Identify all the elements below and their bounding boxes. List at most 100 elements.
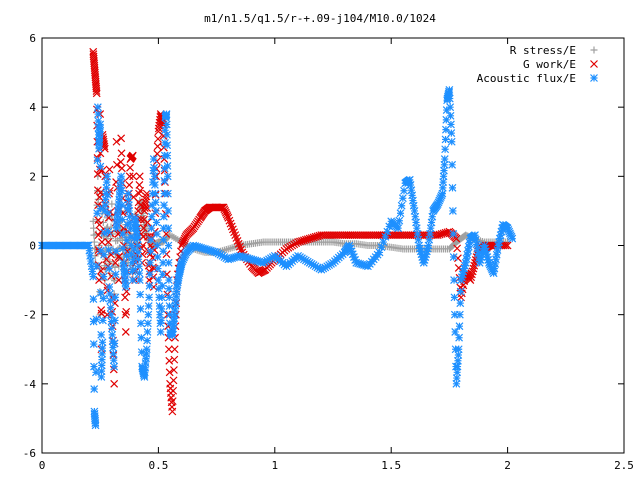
data-point (142, 345, 151, 354)
data-point (136, 304, 145, 313)
data-point (97, 372, 106, 381)
data-point (85, 246, 94, 255)
data-point (140, 368, 149, 377)
data-point (129, 255, 138, 264)
data-point (118, 230, 127, 238)
data-point (95, 128, 104, 137)
data-point (467, 273, 476, 282)
data-point (134, 248, 143, 257)
data-point (169, 366, 178, 374)
data-point (97, 288, 105, 297)
data-point (107, 310, 115, 319)
data-point (87, 262, 96, 271)
data-point (426, 230, 434, 238)
data-point (381, 232, 390, 241)
data-point (84, 241, 93, 250)
data-point (477, 253, 486, 261)
data-point (164, 206, 173, 215)
data-point (164, 241, 173, 250)
data-point (157, 316, 166, 325)
data-point (95, 140, 104, 149)
data-point (89, 217, 97, 225)
data-point (86, 251, 95, 260)
data-point (396, 209, 405, 218)
x-tick-label: 0.5 (148, 459, 168, 472)
data-point (466, 276, 475, 285)
data-point (149, 178, 157, 187)
data-point (164, 345, 173, 354)
x-tick-label: 0 (39, 459, 46, 472)
data-point (112, 137, 121, 146)
data-point (505, 227, 514, 236)
data-point (457, 273, 466, 282)
data-point (126, 232, 135, 241)
data-point (152, 206, 160, 215)
data-point (379, 238, 388, 246)
data-point (348, 250, 357, 259)
data-point (151, 189, 160, 198)
data-point (408, 191, 417, 200)
data-point (442, 115, 451, 124)
data-point (453, 362, 462, 371)
data-point (165, 368, 174, 377)
data-point (162, 110, 171, 119)
data-point (452, 379, 461, 388)
data-point (486, 262, 495, 271)
data-point (101, 195, 110, 204)
data-point (345, 241, 354, 250)
data-point (89, 272, 98, 281)
data-point (133, 234, 142, 243)
data-point (124, 189, 133, 198)
data-point (159, 212, 168, 221)
data-point (154, 134, 162, 143)
data-point (433, 200, 442, 208)
data-point (158, 281, 167, 290)
data-point (163, 130, 171, 139)
data-point (91, 421, 100, 430)
data-point (93, 170, 102, 178)
data-point (128, 151, 137, 160)
data-point (456, 287, 465, 296)
data-point (496, 231, 505, 240)
data-point (467, 270, 476, 279)
data-point (492, 250, 501, 259)
data-point (117, 149, 126, 158)
data-point (154, 276, 163, 285)
data-point (422, 250, 431, 259)
data-point (149, 155, 158, 163)
data-point (457, 276, 465, 285)
axis-ticks: 0 0.5 1 1.5 2 2.5 -6 -4 -2 0 2 4 6 (23, 32, 634, 472)
data-point (109, 356, 118, 365)
data-point (425, 235, 434, 244)
data-point (350, 253, 358, 261)
data-point (96, 124, 104, 133)
legend-label: R stress/E (510, 44, 576, 57)
data-point (441, 145, 450, 154)
data-point (426, 224, 435, 233)
data-point (136, 290, 145, 299)
data-point (497, 227, 506, 236)
data-point (142, 349, 151, 358)
data-point (110, 379, 119, 388)
data-point (460, 264, 469, 273)
data-point (165, 310, 174, 319)
data-point (160, 201, 168, 210)
data-point (448, 183, 457, 192)
data-point (506, 229, 514, 238)
data-point (437, 191, 446, 200)
data-point (94, 216, 103, 225)
data-point (159, 235, 168, 244)
series-2 (89, 47, 512, 416)
data-point (160, 177, 169, 185)
data-point (112, 224, 121, 233)
data-point (115, 252, 124, 261)
data-point (108, 200, 116, 208)
data-point (485, 260, 494, 269)
data-point (168, 397, 177, 406)
data-point (105, 165, 114, 174)
data-point (475, 258, 484, 267)
data-point (125, 181, 134, 189)
data-point (106, 296, 115, 305)
data-point (455, 310, 464, 319)
data-point (145, 281, 154, 290)
